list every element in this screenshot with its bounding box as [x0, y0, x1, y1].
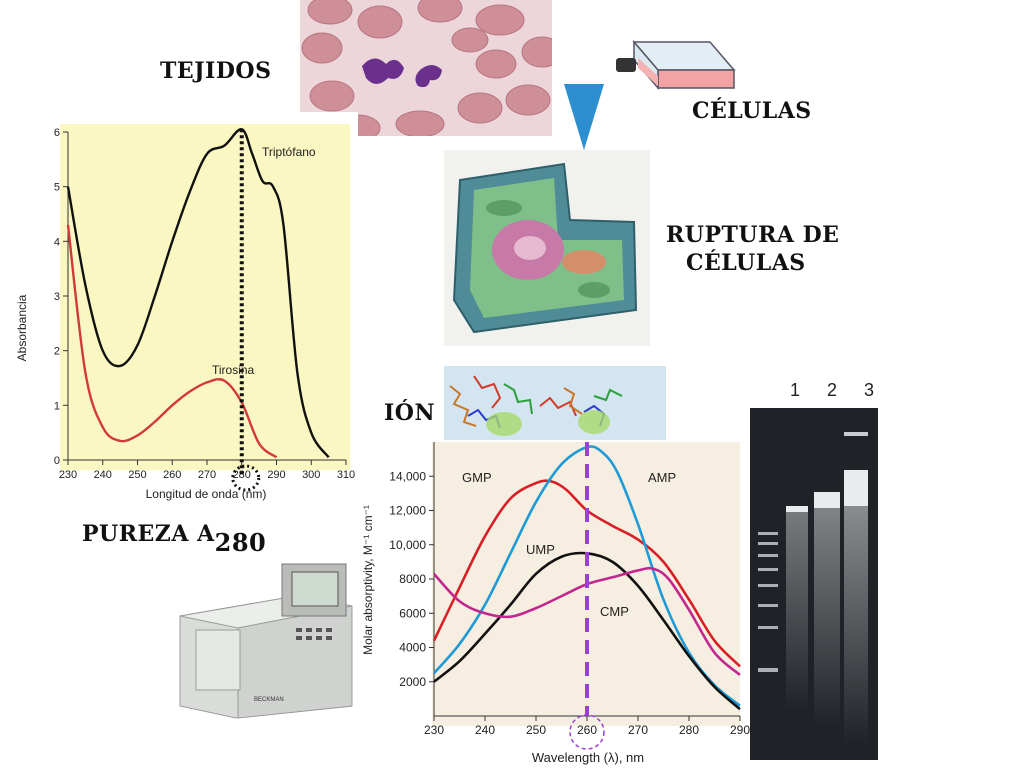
x-tick-label: 290 [730, 723, 750, 737]
x-tick-label: 280 [233, 469, 251, 481]
y-tick-label: 3 [54, 291, 60, 303]
y-tick-label: 5 [54, 182, 60, 194]
absorptivity-y-label: Molar absorptivity, M⁻¹ cm⁻¹ [361, 505, 375, 655]
pureza-text: PUREZA A [82, 521, 215, 547]
cell-rupture-svg [444, 150, 650, 346]
gel-lane-labels: 1 2 3 [790, 380, 874, 401]
y-tick-label: 6 [54, 127, 60, 139]
y-tick-label: 6000 [399, 606, 426, 620]
culture-flask-image [616, 39, 736, 91]
y-tick-label: 12,000 [389, 504, 426, 518]
x-tick-label: 260 [577, 723, 597, 737]
y-tick-label: 4000 [399, 641, 426, 655]
protein-structure-svg [444, 366, 666, 440]
pureza-subscript: 280 [214, 528, 267, 557]
series-line-gmp [432, 479, 741, 668]
gel-panel: 1 2 3 [750, 376, 878, 760]
x-tick-label: 250 [526, 723, 546, 737]
series-label-triptofano: Triptófano [262, 145, 316, 159]
absorbance-y-label: Absorbancia [15, 294, 29, 361]
x-tick-label: 270 [198, 469, 216, 481]
gel-lane-3: 3 [863, 380, 874, 400]
label-celulas: CÉLULAS [692, 98, 812, 124]
x-tick-label: 230 [424, 723, 444, 737]
protein-structure-image [444, 366, 666, 440]
x-tick-label: 260 [163, 469, 181, 481]
series-label-gmp: GMP [462, 470, 492, 485]
series-label-ump: UMP [526, 542, 555, 557]
label-tejidos: TEJIDOS [160, 58, 272, 84]
series-line-amp [433, 445, 741, 707]
y-tick-label: 2000 [399, 675, 426, 689]
series-line-cmp [433, 566, 741, 676]
label-ion: IÓN [384, 400, 436, 426]
gel-lane-1: 1 [790, 380, 801, 400]
x-tick-label: 300 [302, 469, 320, 481]
x-tick-label: 280 [679, 723, 699, 737]
series-line-tirosina [66, 224, 278, 459]
down-arrow-icon [564, 84, 604, 150]
label-ruptura-line2: CÉLULAS [686, 250, 806, 276]
cell-rupture-image [444, 150, 650, 346]
gel-image [750, 408, 878, 760]
x-tick-label: 270 [628, 723, 648, 737]
marker-circle-280 [231, 464, 261, 492]
y-tick-label: 14,000 [389, 469, 426, 483]
y-tick-label: 0 [54, 455, 60, 467]
tissue-micrograph-image [300, 0, 552, 136]
y-tick-label: 1 [54, 400, 60, 412]
absorbance-chart: 230 240 250 260 270 280 290 300 310 0 1 2 3 4 5 6 Tript… [15, 124, 355, 501]
spectrophotometer-brand: BECKMAN [254, 697, 284, 703]
series-label-tirosina: Tirosina [212, 363, 255, 377]
gel-svg [750, 408, 878, 760]
marker-circle-260 [569, 714, 605, 750]
x-tick-label: 230 [59, 469, 77, 481]
series-label-amp: AMP [648, 470, 676, 485]
tissue-micrograph-svg [300, 0, 552, 136]
label-pureza: PUREZA A280 [82, 518, 266, 557]
absorbance-x-label: Longitud de onda (nm) [146, 487, 267, 501]
absorptivity-x-label: Wavelength (λ), nm [532, 750, 644, 765]
y-tick-label: 4 [54, 236, 60, 248]
x-tick-label: 240 [94, 469, 112, 481]
series-label-cmp: CMP [600, 604, 629, 619]
absorbance-plot-area [60, 124, 350, 470]
absorbance-chart-panel: 230 240 250 260 270 280 290 300 310 0 1 2 3 4 5 6 Tript… [0, 112, 358, 514]
y-tick-label: 8000 [399, 572, 426, 586]
absorptivity-chart-panel: 230 240 250 260 270 280 290 2000 4000 6000 8000 10,… [356, 440, 750, 768]
x-tick-label: 290 [267, 469, 285, 481]
x-tick-label: 310 [337, 469, 355, 481]
series-line-triptófano [66, 128, 330, 459]
label-ruptura-line1: RUPTURA DE [666, 222, 840, 248]
gel-lane-2: 2 [826, 380, 837, 400]
spectrophotometer-image: BECKMAN [179, 563, 353, 719]
y-tick-label: 10,000 [389, 538, 426, 552]
y-tick-label: 2 [54, 346, 60, 358]
absorptivity-chart: 230 240 250 260 270 280 290 2000 4000 6000 8000 10,… [361, 442, 750, 765]
x-tick-label: 250 [128, 469, 146, 481]
x-tick-label: 240 [475, 723, 495, 737]
